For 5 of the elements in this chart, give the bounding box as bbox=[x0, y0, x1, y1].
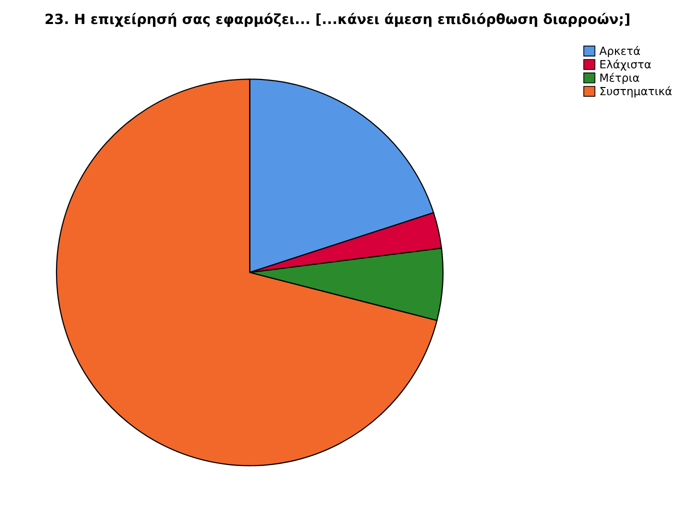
legend-label: Αρκετά bbox=[599, 46, 640, 58]
legend-label: Μέτρια bbox=[600, 72, 640, 84]
legend-label: Ελάχιστα bbox=[600, 59, 651, 71]
legend-label: Συστηματικά bbox=[600, 86, 672, 98]
chart-title: 23. Η επιχείρησή σας εφαρμόζει... [...κάνει άμεση επιδιόρθωση διαρροών;] bbox=[46, 12, 630, 27]
